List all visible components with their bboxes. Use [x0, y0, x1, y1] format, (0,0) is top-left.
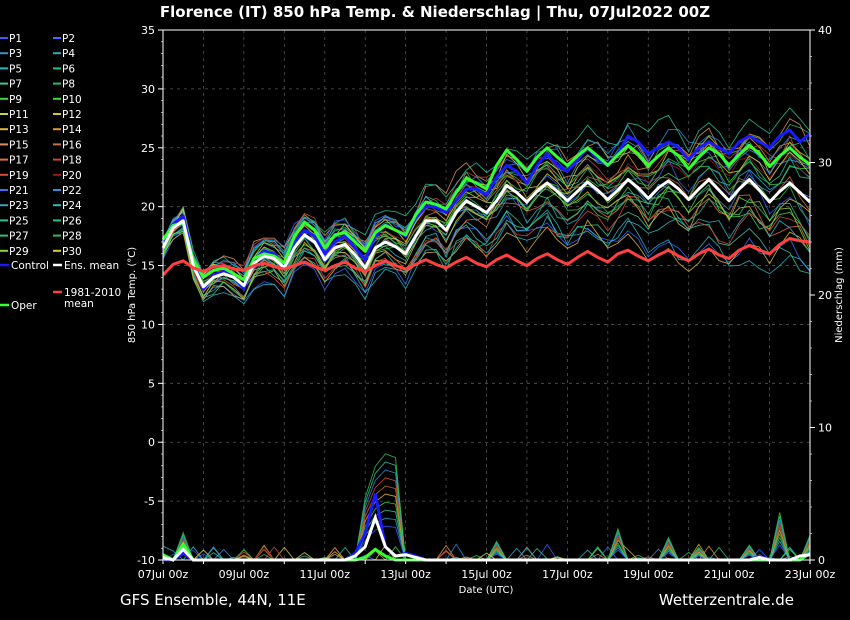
- member-precip-line: [163, 461, 811, 561]
- legend-label: P21: [9, 185, 29, 197]
- legend-label: P23: [9, 200, 29, 212]
- member-line: [162, 195, 811, 300]
- y2-axis-ticks: 0 10 20 30 40: [810, 24, 832, 567]
- legend-label: P14: [62, 124, 82, 136]
- y-tick-label: 30: [141, 83, 155, 96]
- legend-label: P2: [62, 33, 75, 45]
- member-line: [162, 124, 811, 279]
- x-tick-label: 15Jul 00z: [461, 568, 512, 581]
- series-line-oper: [161, 143, 811, 282]
- y-axis-label: 850 hPa Temp. (°C): [127, 247, 138, 343]
- legend-label: P16: [62, 139, 82, 151]
- chart-title: Florence (IT) 850 hPa Temp. & Niederschl…: [160, 3, 710, 22]
- y-tick-label: 15: [141, 260, 155, 273]
- legend-label: P3: [9, 48, 22, 60]
- member-line: [162, 197, 811, 299]
- legend-label: P24: [62, 200, 82, 212]
- member-line: [162, 209, 811, 305]
- legend-label: P30: [62, 246, 82, 258]
- x-tick-label: 23Jul 00z: [785, 568, 836, 581]
- y-tick-label: 35: [141, 24, 155, 37]
- series-line-1981-2010-mean: [161, 237, 811, 277]
- y-tick-label: 5: [148, 377, 155, 390]
- legend: P1 P2 P3 P4 P5 P6 P7 P8 P9 P10 P11 P12 P13 P14 P15 P16 P…: [0, 33, 121, 312]
- legend-label: P25: [9, 215, 29, 227]
- legend-label: P17: [9, 155, 29, 167]
- x-tick-label: 21Jul 00z: [704, 568, 755, 581]
- legend-label-cont: mean: [64, 298, 94, 310]
- legend-label: P22: [62, 185, 82, 197]
- legend-label: Control: [11, 260, 49, 272]
- footer-right: Wetterzentrale.de: [659, 591, 794, 609]
- legend-label: P4: [62, 48, 75, 60]
- legend-label: P15: [9, 139, 29, 151]
- member-precip-line: [163, 477, 811, 561]
- y-axis-ticks: -10 -5 0 5 10 15 20 25 30 35: [137, 24, 163, 567]
- member-line: [162, 219, 811, 301]
- member-line: [162, 194, 811, 294]
- series-line-control: [161, 128, 811, 291]
- legend-label: P18: [62, 155, 82, 167]
- y2-tick-label: 20: [818, 289, 832, 302]
- legend-label: P20: [62, 170, 82, 182]
- y2-tick-label: 40: [818, 24, 832, 37]
- x-axis-ticks: 07Jul 00z 09Jul 00z 11Jul 00z 13Jul 00z 15Ju…: [138, 560, 836, 581]
- legend-label: P13: [9, 124, 29, 136]
- x-tick-label: 19Jul 00z: [623, 568, 674, 581]
- legend-label: P1: [9, 33, 22, 45]
- legend-label: P29: [9, 246, 29, 258]
- y-tick-label: -10: [137, 554, 155, 567]
- y-tick-label: 20: [141, 201, 155, 214]
- legend-label: 1981-2010: [64, 287, 121, 299]
- series-lines: [161, 128, 812, 291]
- y2-axis-label: Niederschlag (mm): [834, 247, 845, 343]
- series-line-ens-mean: [161, 178, 812, 289]
- footer-left: GFS Ensemble, 44N, 11E: [120, 591, 306, 609]
- legend-label: Oper: [11, 300, 37, 312]
- legend-label: P11: [9, 109, 29, 121]
- member-line: [162, 175, 811, 288]
- y2-tick-label: 10: [818, 422, 832, 435]
- x-tick-label: 07Jul 00z: [138, 568, 189, 581]
- legend-label: P7: [9, 79, 22, 91]
- plot-frame: [162, 29, 811, 561]
- y-tick-label: 0: [148, 436, 155, 449]
- x-tick-label: 11Jul 00z: [299, 568, 350, 581]
- y-tick-label: 10: [141, 318, 155, 331]
- legend-label: P9: [9, 94, 22, 106]
- member-line: [162, 107, 811, 277]
- x-tick-label: 17Jul 00z: [542, 568, 593, 581]
- y2-tick-label: 30: [818, 157, 832, 170]
- x-tick-label: 09Jul 00z: [219, 568, 270, 581]
- legend-label: P27: [9, 231, 29, 243]
- legend-label: Ens. mean: [64, 260, 119, 272]
- y-tick-label: 25: [141, 142, 155, 155]
- legend-label: P12: [62, 109, 82, 121]
- y-tick-label: -5: [144, 495, 155, 508]
- legend-label: P26: [62, 215, 82, 227]
- y2-tick-label: 0: [818, 554, 825, 567]
- x-axis-label: Date (UTC): [459, 585, 514, 596]
- legend-label: P10: [62, 94, 82, 106]
- legend-label: P5: [9, 63, 22, 75]
- legend-label: P19: [9, 170, 29, 182]
- legend-label: P8: [62, 79, 75, 91]
- member-line: [162, 118, 811, 275]
- legend-label: P28: [62, 231, 82, 243]
- x-tick-label: 13Jul 00z: [380, 568, 431, 581]
- legend-label: P6: [62, 63, 75, 75]
- member-line: [162, 209, 811, 299]
- grid: [162, 29, 811, 561]
